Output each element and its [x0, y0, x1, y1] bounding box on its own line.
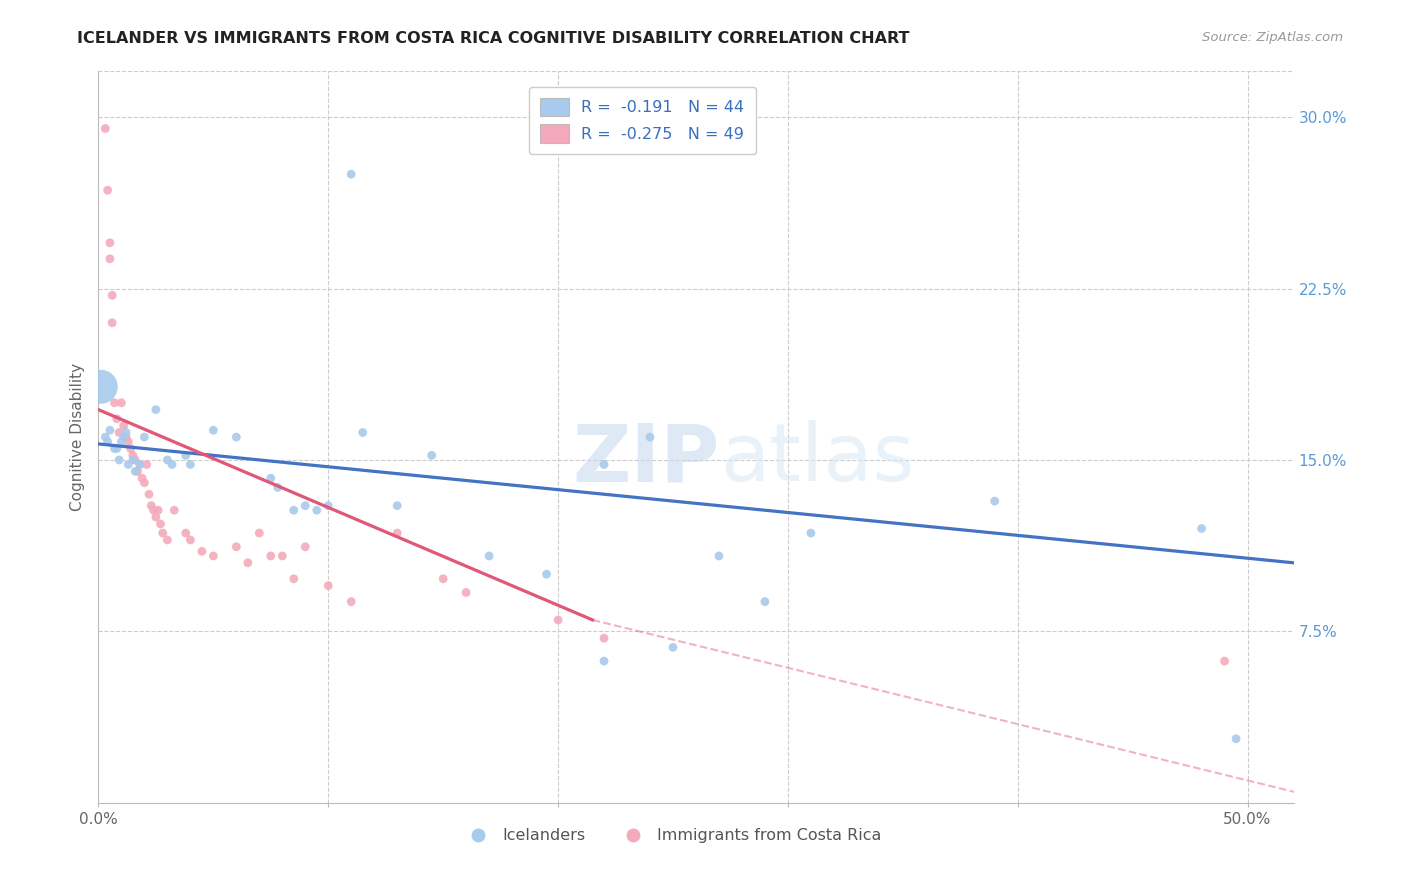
- Point: [271, 549, 294, 563]
- Point: [662, 640, 685, 655]
- Point: [110, 396, 132, 410]
- Text: atlas: atlas: [720, 420, 914, 498]
- Point: [420, 449, 443, 463]
- Point: [138, 487, 160, 501]
- Point: [97, 434, 120, 449]
- Point: [108, 425, 131, 440]
- Point: [179, 458, 201, 472]
- Point: [638, 430, 661, 444]
- Point: [352, 425, 374, 440]
- Point: [98, 235, 121, 250]
- Point: [135, 458, 157, 472]
- Point: [294, 540, 316, 554]
- Point: [260, 549, 283, 563]
- Point: [593, 632, 616, 646]
- Point: [94, 121, 117, 136]
- Point: [152, 526, 174, 541]
- Point: [124, 453, 146, 467]
- Point: [141, 499, 163, 513]
- Point: [236, 556, 259, 570]
- Point: [202, 549, 225, 563]
- Point: [98, 252, 121, 266]
- Point: [478, 549, 501, 563]
- Point: [98, 423, 121, 437]
- Point: [115, 430, 138, 444]
- Point: [432, 572, 454, 586]
- Point: [131, 471, 153, 485]
- Point: [225, 540, 247, 554]
- Point: [103, 442, 125, 456]
- Point: [160, 458, 183, 472]
- Point: [800, 526, 823, 541]
- Point: [225, 430, 247, 444]
- Point: [547, 613, 569, 627]
- Point: [105, 442, 128, 456]
- Point: [110, 434, 132, 449]
- Point: [142, 503, 165, 517]
- Point: [202, 423, 225, 437]
- Point: [103, 396, 125, 410]
- Text: ICELANDER VS IMMIGRANTS FROM COSTA RICA COGNITIVE DISABILITY CORRELATION CHART: ICELANDER VS IMMIGRANTS FROM COSTA RICA …: [77, 31, 910, 46]
- Point: [593, 458, 616, 472]
- Point: [340, 595, 363, 609]
- Point: [156, 533, 179, 547]
- Point: [174, 526, 197, 541]
- Point: [316, 499, 339, 513]
- Point: [108, 453, 131, 467]
- Point: [179, 533, 201, 547]
- Point: [316, 579, 339, 593]
- Point: [191, 544, 214, 558]
- Point: [122, 449, 145, 463]
- Point: [134, 430, 156, 444]
- Point: [90, 380, 112, 394]
- Point: [117, 434, 139, 449]
- Y-axis label: Cognitive Disability: Cognitive Disability: [70, 363, 86, 511]
- Point: [456, 585, 478, 599]
- Point: [128, 458, 150, 472]
- Point: [148, 503, 170, 517]
- Point: [124, 464, 146, 478]
- Point: [145, 510, 167, 524]
- Point: [105, 412, 128, 426]
- Point: [127, 464, 149, 478]
- Text: ZIP: ZIP: [572, 420, 720, 498]
- Point: [294, 499, 316, 513]
- Point: [283, 503, 305, 517]
- Point: [101, 288, 124, 302]
- Point: [94, 430, 117, 444]
- Point: [112, 418, 135, 433]
- Point: [174, 449, 197, 463]
- Point: [122, 453, 145, 467]
- Point: [163, 503, 186, 517]
- Point: [247, 526, 270, 541]
- Point: [1213, 654, 1236, 668]
- Point: [128, 458, 150, 472]
- Point: [707, 549, 730, 563]
- Point: [112, 430, 135, 444]
- Text: Source: ZipAtlas.com: Source: ZipAtlas.com: [1202, 31, 1343, 45]
- Point: [593, 654, 616, 668]
- Point: [1191, 521, 1213, 535]
- Legend: Icelanders, Immigrants from Costa Rica: Icelanders, Immigrants from Costa Rica: [456, 822, 889, 850]
- Point: [385, 526, 409, 541]
- Point: [260, 471, 283, 485]
- Point: [283, 572, 305, 586]
- Point: [101, 316, 124, 330]
- Point: [305, 503, 328, 517]
- Point: [1225, 731, 1247, 746]
- Point: [754, 595, 776, 609]
- Point: [156, 453, 179, 467]
- Point: [117, 458, 139, 472]
- Point: [984, 494, 1007, 508]
- Point: [145, 402, 167, 417]
- Point: [115, 425, 138, 440]
- Point: [120, 442, 142, 456]
- Point: [267, 480, 290, 494]
- Point: [536, 567, 558, 582]
- Point: [149, 516, 172, 531]
- Point: [97, 183, 120, 197]
- Point: [134, 475, 156, 490]
- Point: [385, 499, 409, 513]
- Point: [340, 167, 363, 181]
